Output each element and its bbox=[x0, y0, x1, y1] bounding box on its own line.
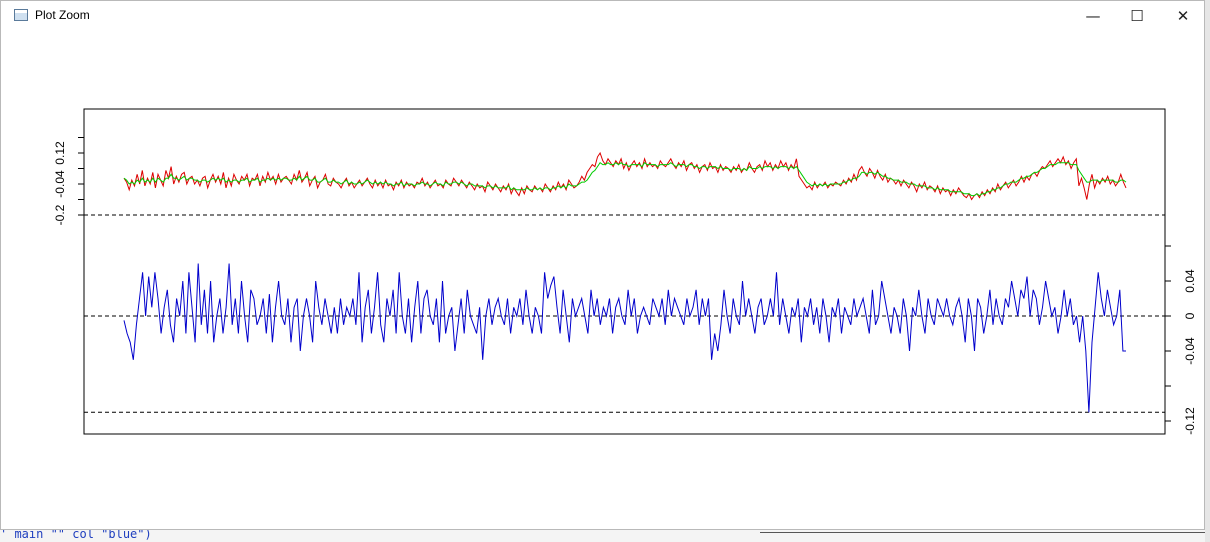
minimize-button[interactable]: — bbox=[1085, 7, 1101, 25]
right-tick-label: 0 bbox=[1183, 312, 1197, 319]
plot-frame bbox=[83, 108, 1166, 435]
series-red-line bbox=[123, 151, 1127, 201]
window-app-icon bbox=[14, 9, 28, 21]
background-panel-edge bbox=[760, 532, 1205, 542]
window-title: Plot Zoom bbox=[35, 8, 90, 22]
plot-zoom-window: Plot Zoom — ☐ ✕ 0.12 -0.04 -0.2 0.04 0 -0.04… bbox=[0, 0, 1205, 530]
right-tick-label: 0.04 bbox=[1183, 269, 1197, 293]
left-tick-label: 0.12 bbox=[53, 141, 67, 165]
plot-area: 0.12 -0.04 -0.2 0.04 0 -0.04 -0.12 bbox=[53, 108, 1197, 435]
series-blue-line bbox=[123, 263, 1126, 413]
maximize-button[interactable]: ☐ bbox=[1130, 7, 1144, 25]
left-tick-label: -0.2 bbox=[53, 204, 67, 225]
background-code-text: ' main "" col "blue") bbox=[0, 530, 152, 541]
bottom-panel: 0.04 0 -0.04 -0.12 bbox=[84, 245, 1197, 435]
background-window-edge bbox=[1205, 0, 1210, 542]
title-bar[interactable]: Plot Zoom — ☐ ✕ bbox=[1, 1, 1204, 31]
right-tick-label: -0.12 bbox=[1183, 407, 1197, 435]
series-green-line bbox=[123, 161, 1127, 197]
top-panel: 0.12 -0.04 -0.2 bbox=[53, 137, 1165, 225]
right-tick-label: -0.04 bbox=[1183, 337, 1197, 365]
close-button[interactable]: ✕ bbox=[1176, 7, 1190, 25]
left-tick-label: -0.04 bbox=[53, 170, 67, 198]
background-editor-strip: ' main "" col "blue") bbox=[0, 530, 1205, 542]
